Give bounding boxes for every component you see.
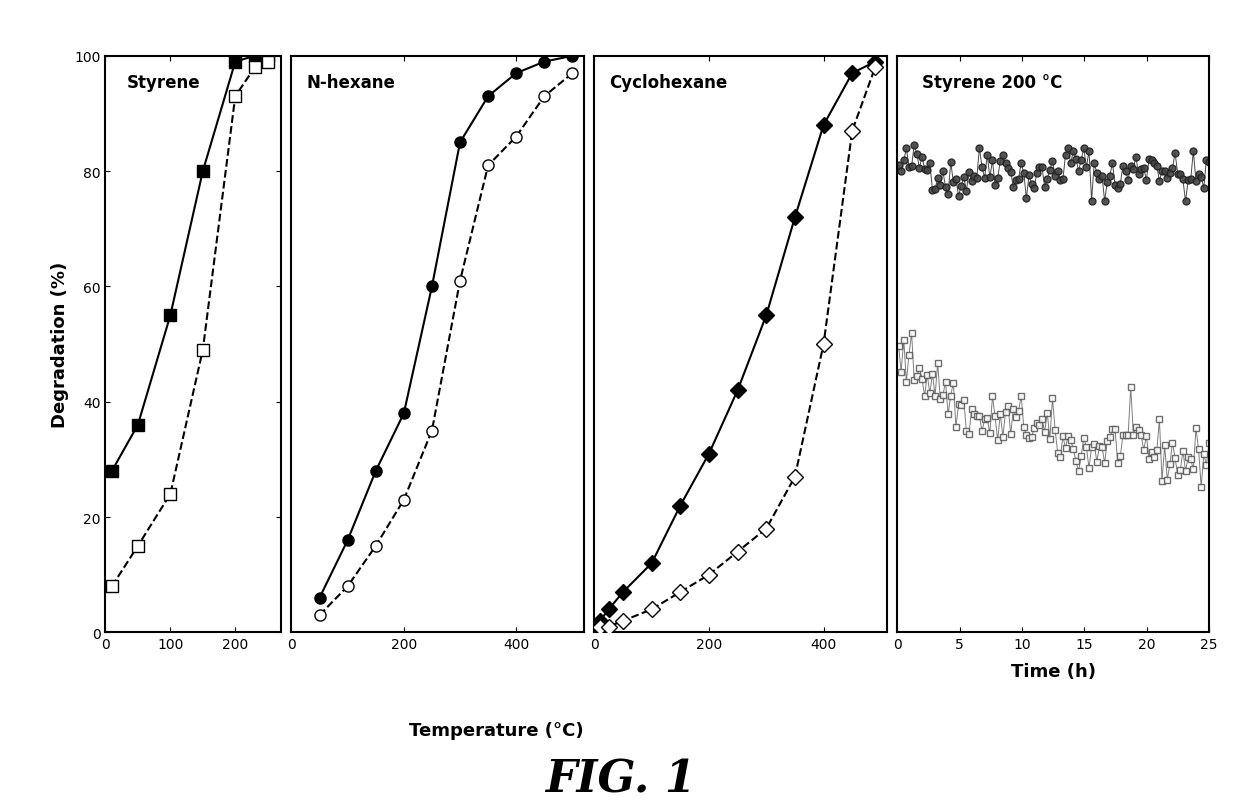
Text: Cyclohexane: Cyclohexane [609, 74, 727, 92]
Text: Styrene: Styrene [126, 74, 200, 92]
Text: FIG. 1: FIG. 1 [544, 757, 696, 800]
Text: N-hexane: N-hexane [306, 74, 394, 92]
Text: Temperature (°C): Temperature (°C) [409, 721, 583, 739]
Y-axis label: Degradation (%): Degradation (%) [51, 262, 68, 427]
X-axis label: Time (h): Time (h) [1011, 663, 1096, 680]
Text: Styrene 200 °C: Styrene 200 °C [923, 74, 1063, 92]
